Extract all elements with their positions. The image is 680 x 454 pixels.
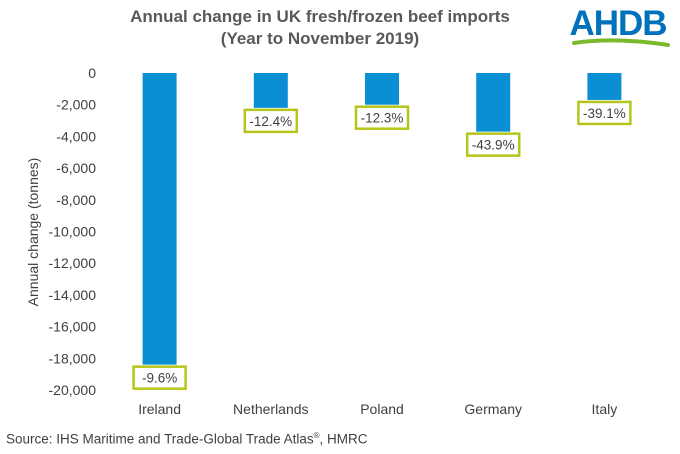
data-label: -43.9% (472, 138, 515, 153)
logo-text: AHDB (569, 4, 666, 43)
x-tick-label: Netherlands (233, 401, 309, 417)
x-tick-label: Poland (360, 401, 404, 417)
y-axis: 0 -2,000 -4,000 -6,000 -8,000 -10,000 -12,000 -… (49, 65, 97, 398)
data-label-box (577, 100, 632, 126)
y-tick-label: -10,000 (49, 224, 97, 240)
chart-title-line2: (Year to November 2019) (220, 29, 420, 48)
data-label-box (243, 108, 299, 134)
x-tick-label: Italy (592, 401, 618, 417)
x-tick-label: Ireland (138, 401, 181, 417)
data-label: -12.4% (249, 114, 292, 129)
y-tick-label: -2,000 (56, 97, 96, 113)
y-tick-label: -14,000 (49, 287, 97, 303)
bar-ireland (142, 73, 177, 365)
y-tick-label: -12,000 (49, 255, 97, 271)
source-text: Source: IHS Maritime and Trade-Global Tr… (6, 431, 314, 447)
y-tick-label: -6,000 (56, 160, 96, 176)
y-tick-label: -18,000 (49, 350, 97, 366)
y-tick-label: -8,000 (56, 192, 96, 208)
bar-netherlands (253, 73, 288, 108)
y-tick-label: -4,000 (56, 128, 96, 144)
source-note: Source: IHS Maritime and Trade-Global Tr… (6, 431, 368, 447)
y-tick-label: 0 (88, 65, 96, 81)
registered-mark: ® (313, 431, 320, 440)
data-label-box (132, 365, 187, 390)
chart-title: Annual change in UK fresh/frozen beef im… (60, 6, 580, 50)
source-suffix: , HMRC (319, 431, 368, 447)
data-label-box (354, 105, 410, 130)
data-label: -39.1% (583, 106, 626, 121)
data-labels: -9.6% -12.4% -12.3% -43.9% -39.1% (132, 100, 632, 390)
data-label-box (465, 132, 521, 157)
bar-germany (476, 73, 511, 132)
data-label: -12.3% (361, 111, 404, 126)
bar-italy (587, 73, 622, 100)
bar-poland (365, 73, 399, 105)
data-label: -9.6% (142, 371, 177, 386)
y-tick-label: -16,000 (49, 319, 97, 335)
ahdb-logo: AHDB (569, 4, 670, 47)
y-axis-label: Annual change (tonnes) (25, 158, 41, 307)
x-axis: Ireland Netherlands Poland Germany Italy (138, 401, 617, 417)
chart-title-line1: Annual change in UK fresh/frozen beef im… (130, 7, 510, 26)
x-tick-label: Germany (464, 401, 522, 417)
logo-swoosh (572, 38, 670, 47)
y-tick-label: -20,000 (49, 382, 97, 398)
bars (142, 73, 622, 365)
